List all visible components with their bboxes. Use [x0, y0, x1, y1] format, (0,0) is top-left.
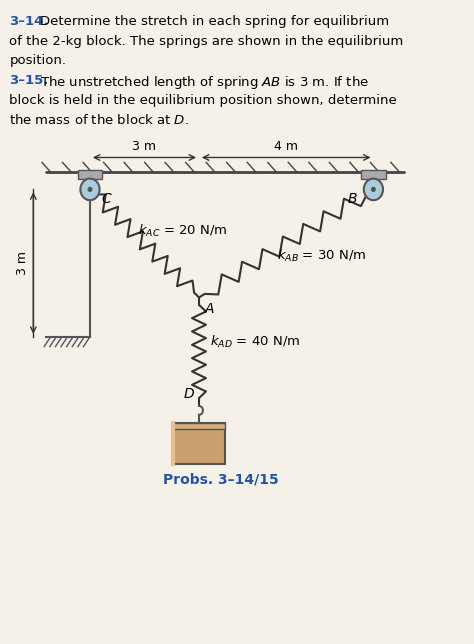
Circle shape: [372, 187, 375, 191]
Text: $D$: $D$: [182, 386, 195, 401]
Circle shape: [81, 178, 100, 200]
Bar: [78, 170, 102, 178]
Text: 3–14.: 3–14.: [9, 15, 49, 28]
Text: $B$: $B$: [347, 192, 358, 206]
Text: $k_{AD}$ = 40 N/m: $k_{AD}$ = 40 N/m: [210, 334, 300, 350]
Text: 4 m: 4 m: [274, 140, 298, 153]
Text: Probs. 3–14/15: Probs. 3–14/15: [163, 472, 279, 486]
Bar: [173, 422, 225, 464]
Bar: [173, 422, 225, 428]
Circle shape: [364, 178, 383, 200]
Text: $A$: $A$: [204, 302, 216, 316]
Text: 3 m: 3 m: [133, 140, 156, 153]
Text: 3 m: 3 m: [16, 251, 29, 275]
Text: $C$: $C$: [101, 192, 112, 206]
Text: $k_{AC}$ = 20 N/m: $k_{AC}$ = 20 N/m: [138, 223, 228, 239]
Text: of the 2-kg block. The springs are shown in the equilibrium: of the 2-kg block. The springs are shown…: [9, 35, 403, 48]
Text: block is held in the equilibrium position shown, determine: block is held in the equilibrium positio…: [9, 93, 397, 107]
Text: position.: position.: [9, 54, 66, 68]
Text: $k_{AB}$ = 30 N/m: $k_{AB}$ = 30 N/m: [277, 248, 367, 264]
Text: the mass of the block at $D$.: the mass of the block at $D$.: [9, 113, 189, 128]
Text: 3–15.: 3–15.: [9, 74, 49, 87]
Circle shape: [88, 187, 92, 191]
Text: Determine the stretch in each spring for equilibrium: Determine the stretch in each spring for…: [40, 15, 389, 28]
Text: The unstretched length of spring $AB$ is 3 m. If the: The unstretched length of spring $AB$ is…: [40, 74, 369, 91]
Bar: [361, 170, 386, 178]
